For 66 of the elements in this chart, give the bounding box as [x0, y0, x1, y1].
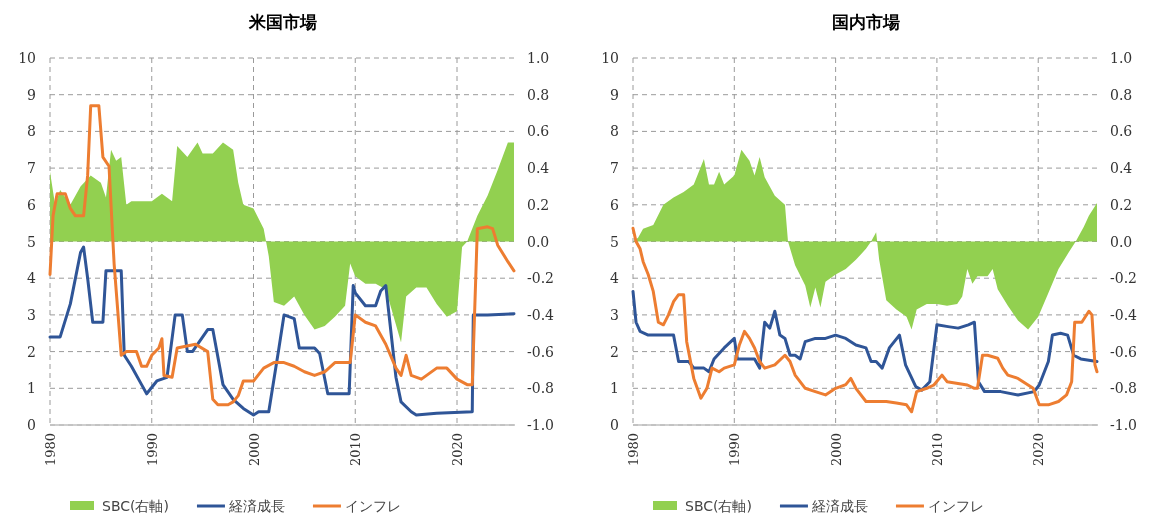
y-tick-label: 6: [610, 196, 620, 213]
y2-tick-label: -0.8: [527, 380, 554, 397]
y-tick-label: 8: [27, 123, 36, 140]
x-tick-label: 2020: [450, 433, 465, 467]
y2-tick-label: 0.6: [1110, 123, 1133, 140]
legend-label: SBC(右軸): [685, 498, 752, 514]
y2-tick-label: -0.2: [1110, 270, 1137, 287]
x-tick-label: 1990: [144, 433, 160, 467]
y2-tick-label: -0.8: [1110, 380, 1137, 397]
line-series: [631, 289, 1099, 397]
line-series: [48, 104, 516, 407]
y-tick-label: 3: [27, 306, 36, 323]
y2-tick-label: 0.8: [527, 86, 550, 103]
y-tick-label: 1: [27, 380, 36, 397]
y-tick-label: 5: [27, 233, 36, 250]
y2-tick-label: -0.6: [527, 343, 555, 360]
x-tick-label: 1990: [727, 433, 743, 467]
y-tick-label: 9: [27, 86, 36, 103]
x-tick-label: 1980: [43, 433, 58, 467]
y2-tick-label: 0.2: [527, 196, 550, 213]
y2-tick-label: 0.4: [1110, 160, 1133, 177]
legend-label: 経済成長: [227, 498, 285, 514]
y2-tick-label: -1.0: [527, 417, 554, 433]
x-tick-label: 2020: [1031, 433, 1047, 467]
y-tick-label: 10: [18, 50, 36, 66]
legend-label: 経済成長: [810, 498, 868, 514]
y-tick-label: 4: [610, 270, 620, 287]
y2-tick-label: 0.0: [527, 233, 550, 250]
legend-label: SBC(右軸): [102, 498, 169, 514]
y2-tick-label: -0.2: [527, 270, 554, 287]
y-tick-label: 7: [27, 160, 36, 177]
y2-tick-label: 0.4: [527, 160, 550, 177]
y-tick-label: 2: [610, 343, 619, 360]
y2-tick-label: -0.4: [527, 306, 555, 323]
y-tick-label: 2: [27, 343, 36, 360]
y2-tick-label: 0.0: [1110, 233, 1133, 250]
y-tick-label: 10: [601, 50, 619, 66]
y-tick-label: 1: [610, 380, 619, 397]
y-tick-label: 8: [610, 123, 619, 140]
y2-tick-label: -0.6: [1110, 343, 1138, 360]
x-tick-label: 2000: [246, 433, 262, 467]
line-series: [631, 226, 1099, 414]
legend-label: インフレ: [344, 498, 401, 514]
y2-tick-label: 0.8: [1110, 86, 1133, 103]
x-tick-label: 2010: [929, 433, 945, 467]
y2-tick-label: -0.4: [1110, 306, 1138, 323]
y2-tick-label: 0.2: [1110, 196, 1133, 213]
line-series: [48, 245, 516, 417]
y-tick-label: 0: [27, 417, 36, 433]
y-tick-label: 5: [610, 233, 619, 250]
chart-title: 国内市場: [831, 12, 900, 32]
y-tick-label: 0: [610, 417, 619, 433]
y-tick-label: 9: [610, 86, 619, 103]
x-tick-label: 2000: [828, 433, 844, 467]
y2-tick-label: -1.0: [1110, 417, 1137, 433]
y2-tick-label: 1.0: [1110, 50, 1133, 66]
y-tick-label: 3: [610, 306, 619, 323]
y-tick-label: 6: [27, 196, 37, 213]
legend-label: インフレ: [927, 498, 984, 514]
x-tick-label: 1980: [626, 433, 641, 467]
y-tick-label: 7: [610, 160, 619, 177]
chart-title: 米国市場: [247, 12, 317, 32]
y2-tick-label: 1.0: [527, 50, 550, 66]
y2-tick-label: 0.6: [527, 123, 550, 140]
x-tick-label: 2010: [348, 433, 364, 467]
y-tick-label: 4: [27, 270, 37, 287]
